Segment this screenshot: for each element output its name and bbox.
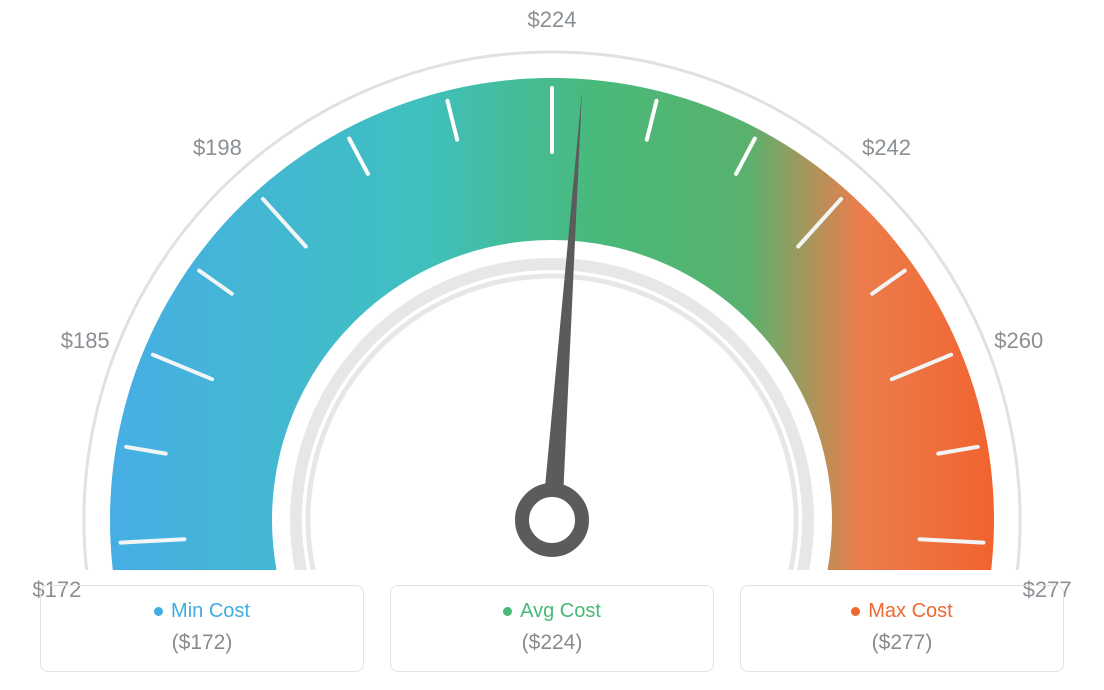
legend-avg-value: ($224) — [401, 631, 703, 655]
legend-avg-title: Avg Cost — [503, 600, 601, 623]
legend-min-card: Min Cost ($172) — [40, 585, 364, 672]
legend-min-title: Min Cost — [154, 600, 250, 623]
gauge-chart-container: { "gauge": { "type": "gauge", "cx": 552,… — [0, 0, 1104, 690]
legend-max-label: Max Cost — [868, 600, 952, 623]
legend-max-card: Max Cost ($277) — [740, 585, 1064, 672]
gauge-tick-label: $224 — [528, 7, 577, 33]
legend-avg-card: Avg Cost ($224) — [390, 585, 714, 672]
legend-max-value: ($277) — [751, 631, 1053, 655]
legend-min-label: Min Cost — [171, 600, 250, 623]
legend-max-title: Max Cost — [851, 600, 952, 623]
dot-icon — [851, 607, 860, 616]
gauge-tick-label: $185 — [61, 328, 110, 354]
dot-icon — [503, 607, 512, 616]
gauge-svg — [0, 0, 1104, 570]
legend-row: Min Cost ($172) Avg Cost ($224) Max Cost… — [40, 585, 1064, 672]
gauge-tick-label: $198 — [193, 135, 242, 161]
legend-min-value: ($172) — [51, 631, 353, 655]
gauge-tick-label: $260 — [994, 328, 1043, 354]
legend-avg-label: Avg Cost — [520, 600, 601, 623]
gauge-tick-label: $242 — [862, 135, 911, 161]
gauge: $172$185$198$224$242$260$277 — [0, 0, 1104, 570]
dot-icon — [154, 607, 163, 616]
